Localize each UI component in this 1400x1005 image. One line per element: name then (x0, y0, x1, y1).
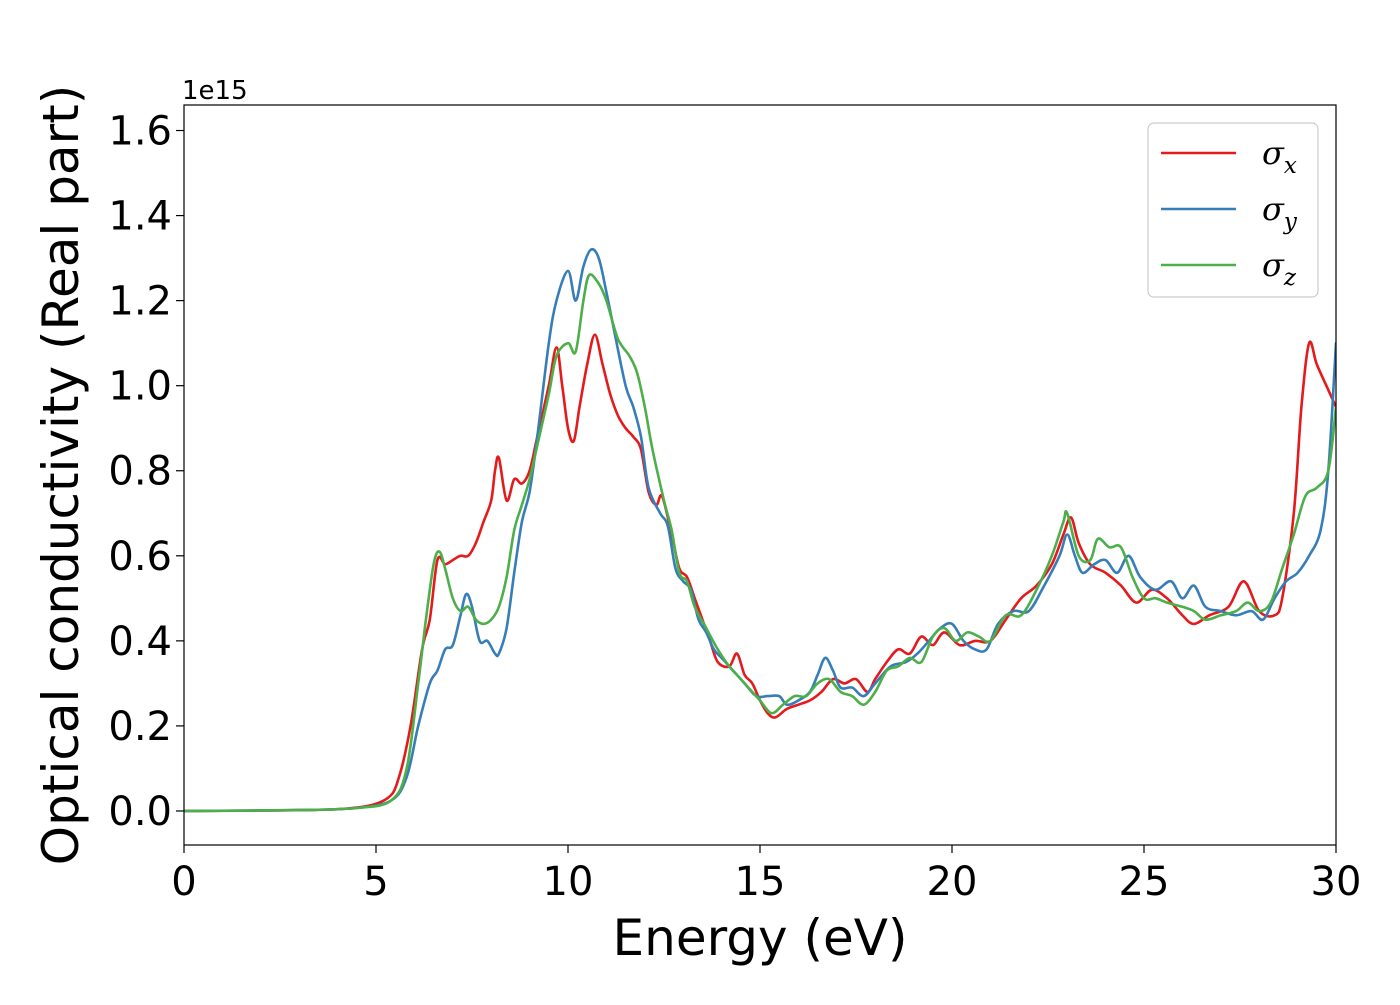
legend-label-sigma-x: σx (1262, 134, 1297, 179)
y-axis-label: Optical conductivity (Real part) (32, 85, 90, 866)
x-tick-label: 15 (735, 859, 786, 905)
series-line-sigma-x (184, 333, 1336, 813)
series-line-sigma-y (184, 247, 1336, 813)
legend-label-sigma-y: σy (1262, 190, 1298, 235)
x-tick-label: 30 (1311, 859, 1362, 905)
y-tick-label: 0.0 (108, 789, 172, 835)
x-axis: 0 5 10 15 20 25 30 (171, 845, 1361, 905)
x-tick-label: 25 (1119, 859, 1170, 905)
y-tick-label: 1.2 (108, 279, 172, 325)
legend-label-sigma-z: σz (1262, 246, 1297, 291)
series-group (184, 247, 1336, 813)
y-tick-label: 1.0 (108, 364, 172, 410)
x-axis-label: Energy (eV) (613, 909, 908, 967)
x-tick-label: 0 (171, 859, 196, 905)
series-line-sigma-z (184, 273, 1336, 813)
y-tick-label: 0.8 (108, 449, 172, 495)
x-tick-label: 20 (927, 859, 978, 905)
x-tick-label: 10 (543, 859, 594, 905)
y-tick-label: 0.2 (108, 704, 172, 750)
y-tick-label: 0.6 (108, 534, 172, 580)
y-tick-label: 1.6 (108, 109, 172, 155)
y-tick-label: 1.4 (108, 194, 172, 240)
legend: σx σy σz (1147, 122, 1319, 298)
y-axis: 0.0 0.2 0.4 0.6 0.8 1.0 1.2 1.4 1.6 (108, 109, 184, 835)
y-tick-label: 0.4 (108, 619, 172, 665)
y-offset-text: 1e15 (182, 76, 248, 106)
x-tick-label: 5 (363, 859, 388, 905)
